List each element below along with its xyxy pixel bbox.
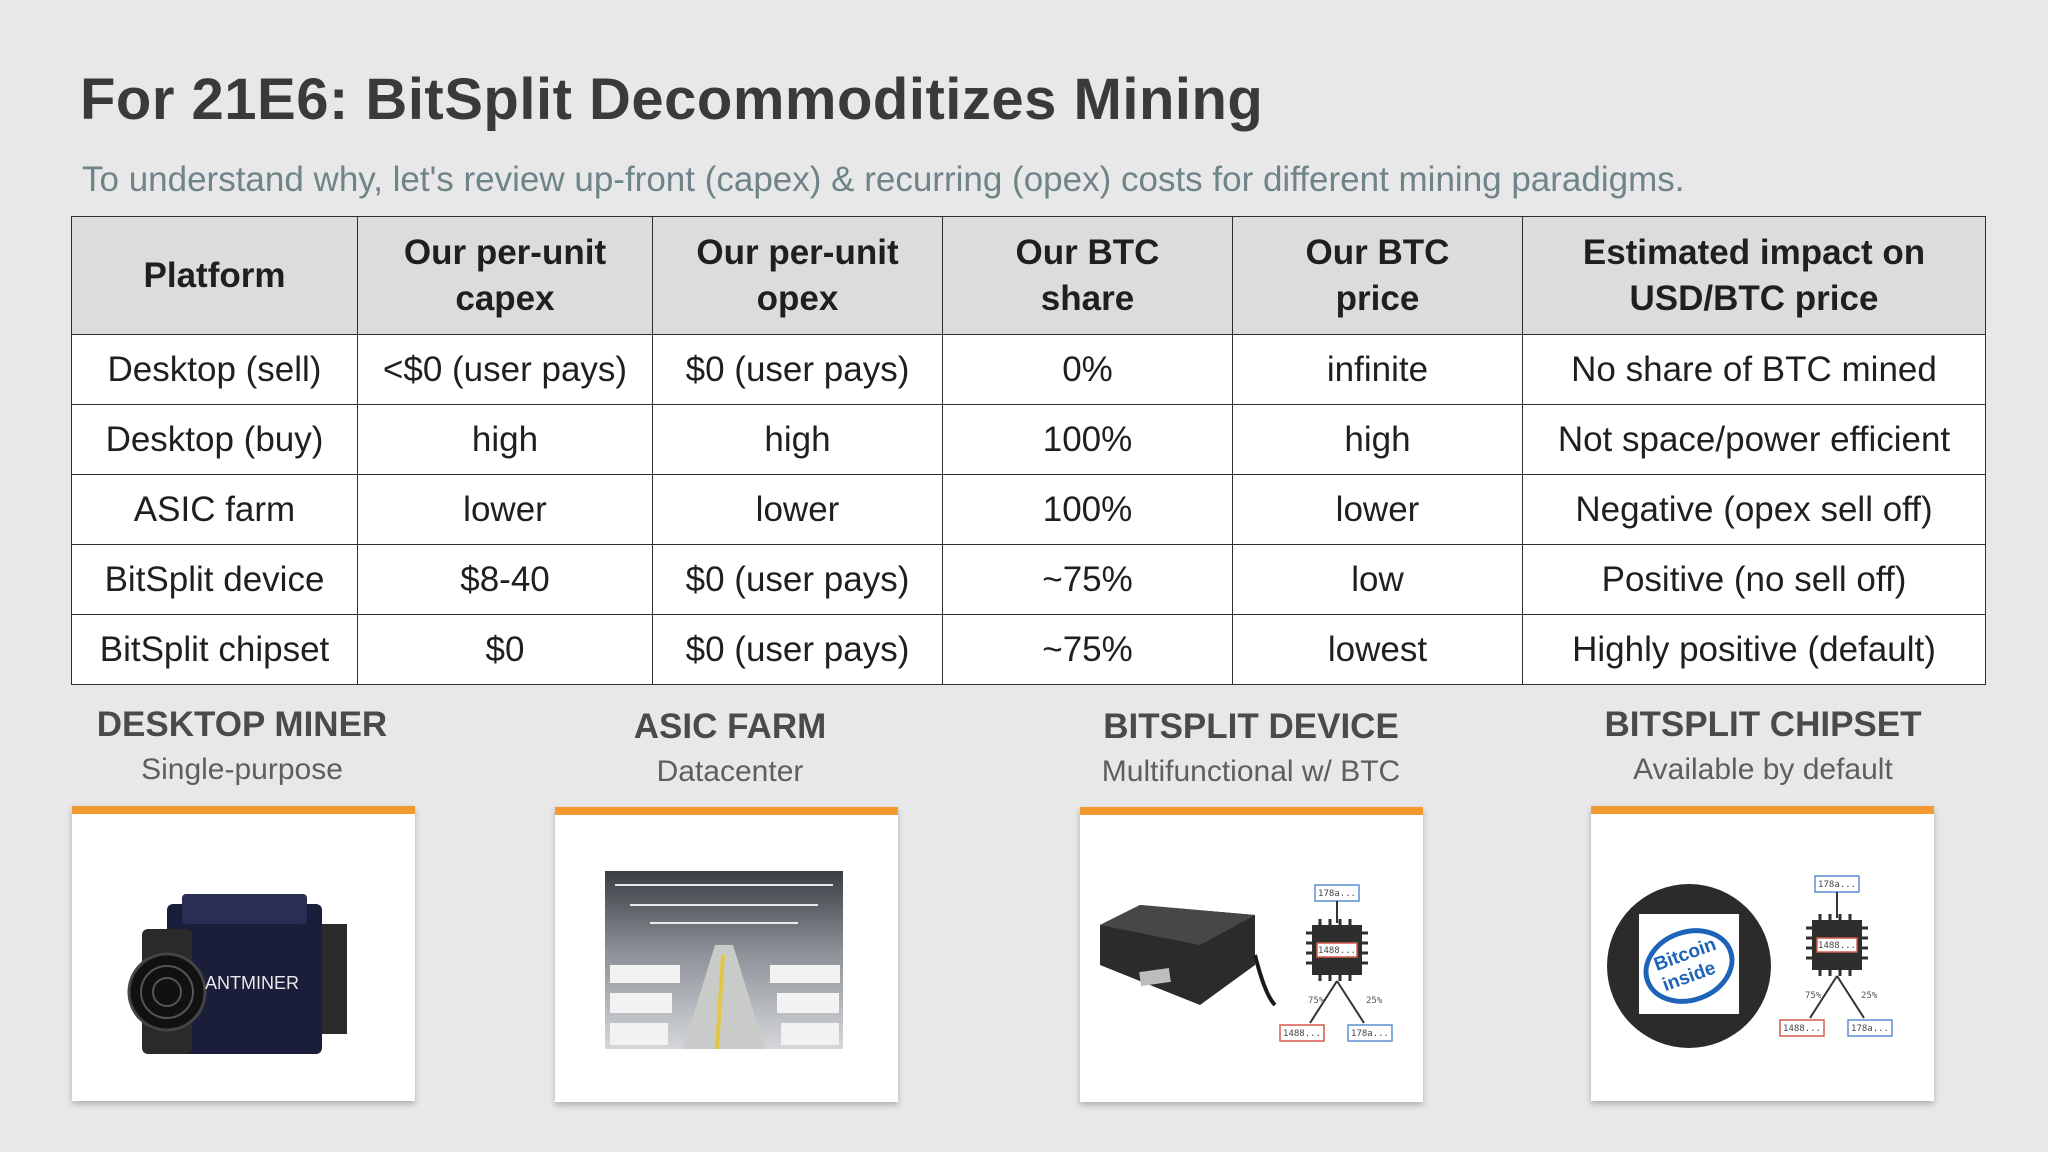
card-asic-farm	[555, 807, 898, 1102]
card-title: ASIC FARM	[633, 707, 827, 746]
svg-text:75%: 75%	[1308, 996, 1325, 1006]
card-desktop-miner: ANTMINER	[72, 806, 415, 1101]
card-heading-asic-farm: ASIC FARM Datacenter	[560, 707, 900, 789]
cell-btc-share: ~75%	[942, 544, 1233, 615]
svg-text:ANTMINER: ANTMINER	[205, 973, 299, 993]
cell-capex: $0	[357, 614, 653, 685]
svg-text:1488...: 1488...	[1818, 941, 1856, 951]
cell-opex: $0 (user pays)	[652, 334, 943, 405]
slide-title: For 21E6: BitSplit Decommoditizes Mining	[80, 67, 1264, 132]
cell-btc-price: infinite	[1232, 334, 1523, 405]
cell-capex: lower	[357, 474, 653, 545]
bitsplit-device-image: 178a... 1488... 75% 25% 1488... 178	[1100, 884, 1393, 1042]
svg-text:25%: 25%	[1861, 991, 1878, 1001]
svg-text:178a...: 178a...	[1851, 1024, 1889, 1034]
table-row: ASIC farm lower lower 100% lower Negativ…	[71, 474, 1986, 545]
cell-capex: <$0 (user pays)	[357, 334, 653, 405]
cell-btc-price: lowest	[1232, 614, 1523, 685]
cell-platform: BitSplit chipset	[71, 614, 358, 685]
svg-text:178a...: 178a...	[1318, 889, 1356, 899]
cell-platform: BitSplit device	[71, 544, 358, 615]
table-row: Desktop (sell) <$0 (user pays) $0 (user …	[71, 334, 1986, 405]
svg-text:25%: 25%	[1366, 996, 1383, 1006]
cell-btc-share: 0%	[942, 334, 1233, 405]
datacenter-image	[605, 871, 843, 1050]
card-subtitle: Datacenter	[656, 755, 804, 788]
table-row: Desktop (buy) high high 100% high Not sp…	[71, 404, 1986, 475]
cell-btc-share: 100%	[942, 474, 1233, 545]
header-btc-price: Our BTC price	[1232, 216, 1523, 335]
svg-text:1488...: 1488...	[1783, 1024, 1821, 1034]
cell-platform: Desktop (buy)	[71, 404, 358, 475]
svg-text:1488...: 1488...	[1283, 1029, 1321, 1039]
cell-impact: No share of BTC mined	[1522, 334, 1986, 405]
cell-btc-share: 100%	[942, 404, 1233, 475]
cell-impact: Negative (opex sell off)	[1522, 474, 1986, 545]
cell-opex: $0 (user pays)	[652, 614, 943, 685]
card-subtitle: Single-purpose	[141, 753, 343, 786]
table-row: BitSplit device $8-40 $0 (user pays) ~75…	[71, 544, 1986, 615]
header-impact: Estimated impact on USD/BTC price	[1522, 216, 1986, 335]
card-title: BITSPLIT CHIPSET	[1604, 705, 1922, 744]
card-title: BITSPLIT DEVICE	[1103, 707, 1399, 746]
cell-btc-price: low	[1232, 544, 1523, 615]
header-opex: Our per-unit opex	[652, 216, 943, 335]
card-subtitle: Available by default	[1633, 753, 1893, 786]
card-heading-bitsplit-device: BITSPLIT DEVICE Multifunctional w/ BTC	[1081, 707, 1421, 789]
slide-subtitle: To understand why, let's review up-front…	[82, 160, 1685, 199]
card-bitsplit-device: 178a... 1488... 75% 25% 1488... 178	[1080, 807, 1423, 1102]
bitcoin-inside-image: Bitcoin inside 178a... 1488... 75%	[1607, 875, 1893, 1048]
card-subtitle: Multifunctional w/ BTC	[1101, 755, 1401, 788]
svg-text:178a...: 178a...	[1818, 880, 1856, 890]
svg-text:75%: 75%	[1805, 991, 1822, 1001]
card-bitsplit-chipset: Bitcoin inside 178a... 1488... 75%	[1591, 806, 1934, 1101]
cell-btc-share: ~75%	[942, 614, 1233, 685]
cell-impact: Positive (no sell off)	[1522, 544, 1986, 615]
svg-text:1488...: 1488...	[1318, 946, 1356, 956]
header-btc-share: Our BTC share	[942, 216, 1233, 335]
table-row: BitSplit chipset $0 $0 (user pays) ~75% …	[71, 614, 1986, 685]
cell-opex: high	[652, 404, 943, 475]
cell-opex: lower	[652, 474, 943, 545]
cell-btc-price: high	[1232, 404, 1523, 475]
table-header-row: Platform Our per-unit capex Our per-unit…	[71, 216, 1986, 335]
cell-opex: $0 (user pays)	[652, 544, 943, 615]
cell-platform: ASIC farm	[71, 474, 358, 545]
header-platform: Platform	[71, 216, 358, 335]
cell-capex: high	[357, 404, 653, 475]
card-heading-desktop-miner: DESKTOP MINER Single-purpose	[72, 705, 412, 787]
svg-text:178a...: 178a...	[1351, 1029, 1389, 1039]
cell-btc-price: lower	[1232, 474, 1523, 545]
cell-capex: $8-40	[357, 544, 653, 615]
antminer-image: ANTMINER	[127, 894, 347, 1054]
cell-impact: Not space/power efficient	[1522, 404, 1986, 475]
header-capex: Our per-unit capex	[357, 216, 653, 335]
card-heading-bitsplit-chipset: BITSPLIT CHIPSET Available by default	[1593, 705, 1933, 787]
cell-platform: Desktop (sell)	[71, 334, 358, 405]
card-title: DESKTOP MINER	[96, 705, 388, 744]
cell-impact: Highly positive (default)	[1522, 614, 1986, 685]
mining-costs-table: Platform Our per-unit capex Our per-unit…	[71, 216, 1986, 685]
